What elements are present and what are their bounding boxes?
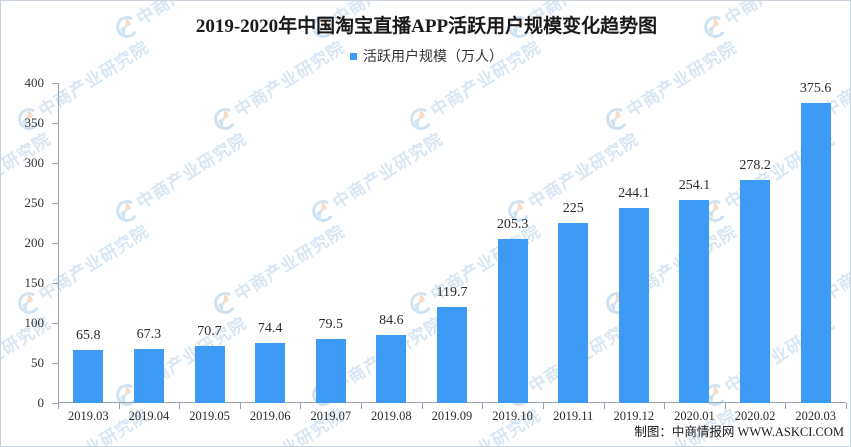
- y-axis-tick: [52, 323, 58, 324]
- x-axis-tick: [785, 403, 786, 409]
- x-axis-category-label: 2020.02: [734, 409, 776, 423]
- bar-value-label: 74.4: [257, 321, 283, 337]
- x-axis-category-label: 2019.03: [67, 409, 109, 423]
- bar-value-label: 65.8: [76, 328, 101, 344]
- legend-label-active-users: 活跃用户规模（万人）: [363, 48, 503, 64]
- y-axis-tick: [52, 83, 58, 84]
- bar-value-label: 67.3: [136, 327, 162, 343]
- x-axis-category-label: 2019.10: [492, 409, 533, 423]
- y-axis-tick: [52, 123, 58, 124]
- bar-value-label: 254.1: [678, 177, 711, 193]
- bar-slot: 205.3 2019.10: [482, 83, 543, 423]
- bar-slot: 254.1 2020.01: [664, 83, 725, 423]
- y-axis-tick-label: 150: [24, 275, 45, 290]
- x-axis-category-label: 2019.08: [371, 409, 412, 423]
- x-axis-category-label: 2019.06: [249, 409, 291, 423]
- bar-slot: 278.2 2020.02: [725, 83, 786, 423]
- bar-value-label: 70.7: [197, 324, 222, 340]
- y-axis-tick-label: 250: [24, 195, 45, 210]
- x-axis-tick: [664, 403, 665, 409]
- bar-value-label: 375.6: [799, 80, 832, 96]
- y-axis-line: [58, 83, 59, 403]
- bar[interactable]: [436, 307, 467, 403]
- x-axis-category-label: 2019.07: [310, 409, 352, 423]
- bar[interactable]: [133, 349, 164, 403]
- bar[interactable]: [497, 238, 528, 403]
- bar[interactable]: [194, 346, 225, 403]
- bar[interactable]: [315, 339, 346, 403]
- y-axis-tick: [52, 163, 58, 164]
- bar-value-label: 119.7: [436, 285, 468, 301]
- footer-credit: 制图：中商情报网 WWW.ASKCI.COM: [634, 425, 844, 439]
- x-axis-category-label: 2019.11: [553, 409, 594, 423]
- y-axis-tick: [52, 203, 58, 204]
- x-axis-category-label: 2019.05: [189, 409, 230, 423]
- x-axis-tick: [482, 403, 483, 409]
- bar-value-label: 79.5: [318, 317, 344, 333]
- x-axis-tick: [604, 403, 605, 409]
- x-axis-tick: [361, 403, 362, 409]
- y-axis-tick-label: 0: [37, 395, 45, 410]
- x-axis-category-label: 2020.01: [674, 409, 715, 423]
- bar[interactable]: [376, 335, 407, 403]
- bar[interactable]: [679, 199, 710, 403]
- bar-slot: 119.7 2019.09: [422, 83, 483, 423]
- bar-slot: 79.5 2019.07: [300, 83, 361, 423]
- x-axis-category-label: 2019.12: [613, 409, 655, 423]
- bar-slot: 74.4 2019.06: [240, 83, 301, 423]
- y-axis-tick-label: 300: [24, 155, 45, 170]
- bar-slot: 70.7 2019.05: [179, 83, 240, 423]
- bar-value-label: 84.6: [379, 313, 404, 329]
- bar[interactable]: [618, 207, 649, 403]
- y-axis-tick: [52, 243, 58, 244]
- x-axis-tick: [543, 403, 544, 409]
- bar-value-label: 225: [562, 201, 584, 216]
- bar[interactable]: [800, 102, 831, 403]
- x-axis-tick: [179, 403, 180, 409]
- bar-slot: 84.6 2019.08: [361, 83, 422, 423]
- plot-area: 0 50 100 150 200 250 300 350 400 65.8 2019.03 67.3…: [25, 75, 847, 423]
- x-axis-tick: [58, 403, 59, 409]
- bar-slot: 244.1 2019.12: [604, 83, 665, 423]
- y-axis-tick: [52, 283, 58, 284]
- y-axis-tick-label: 200: [24, 235, 45, 250]
- chart-legend: 活跃用户规模（万人）: [1, 46, 850, 66]
- bar-slot: 225 2019.11: [543, 83, 604, 423]
- chart-title: 2019-2020年中国淘宝直播APP活跃用户规模变化趋势图: [195, 16, 658, 37]
- y-axis-tick: [52, 363, 58, 364]
- x-axis-category-label: 2019.09: [431, 409, 473, 423]
- y-axis-tick: [52, 403, 58, 404]
- bar[interactable]: [255, 343, 286, 403]
- x-axis-category-label: 2020.03: [795, 409, 836, 423]
- x-axis-tick: [119, 403, 120, 409]
- bar[interactable]: [740, 180, 771, 403]
- bar-value-label: 205.3: [496, 216, 529, 232]
- x-axis-tick: [422, 403, 423, 409]
- y-axis-tick-label: 50: [31, 355, 44, 370]
- y-axis-tick-label: 400: [24, 75, 45, 90]
- x-axis-tick: [846, 403, 847, 409]
- bar-value-label: 278.2: [739, 158, 771, 174]
- bar-slot: 67.3 2019.04: [119, 83, 180, 423]
- bar[interactable]: [73, 350, 104, 403]
- y-axis-tick-label: 350: [24, 115, 45, 130]
- legend-swatch-active-users: [350, 52, 357, 60]
- y-axis-tick-label: 100: [24, 315, 45, 330]
- bar-slot: 65.8 2019.03: [58, 83, 119, 423]
- x-axis-tick: [240, 403, 241, 409]
- x-axis-tick: [300, 403, 301, 409]
- x-axis-category-label: 2019.04: [128, 409, 170, 423]
- bar-slot: 375.6 2020.03: [785, 80, 846, 423]
- x-axis-tick: [725, 403, 726, 409]
- bar[interactable]: [558, 223, 589, 403]
- bar-value-label: 244.1: [618, 185, 650, 201]
